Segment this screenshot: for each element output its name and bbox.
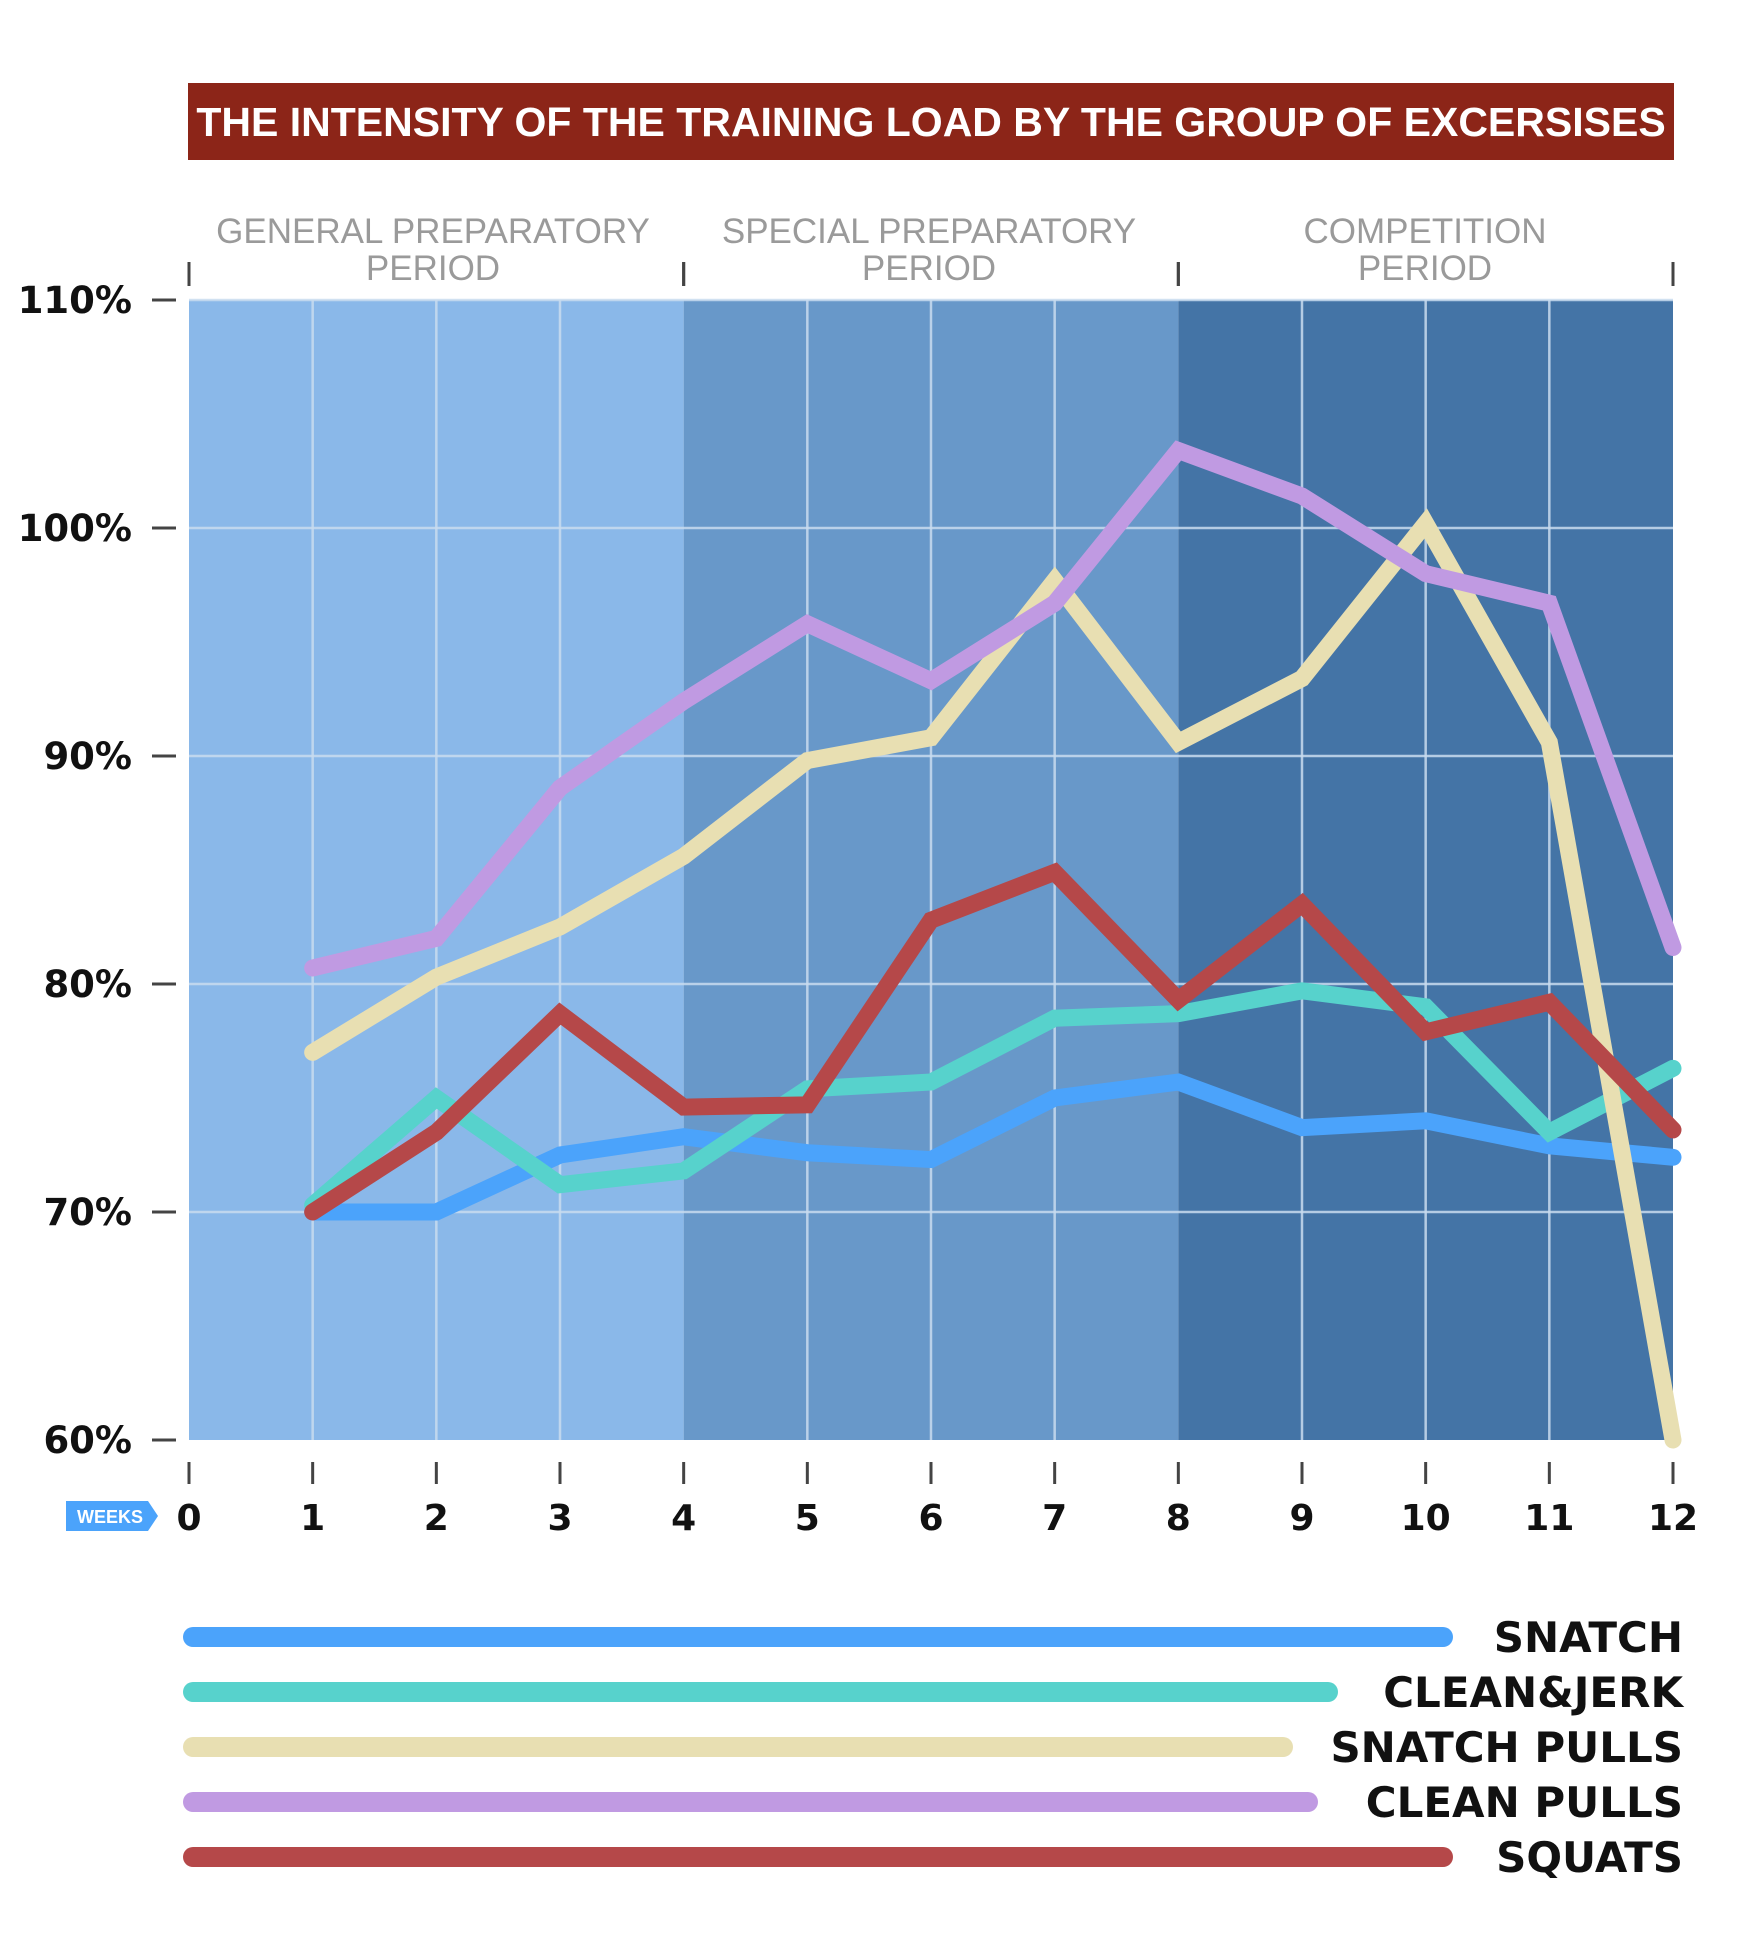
weeks-label: WEEKS	[77, 1507, 143, 1527]
weeks-badge-arrow	[66, 1501, 158, 1531]
xtick-label-6: 6	[918, 1498, 943, 1539]
legend-label-0: SNATCH	[1494, 1613, 1683, 1662]
axis-ticks: 60%70%80%90%100%110%0 1 2 3 4 5 6 7 8 9 10 11 12	[18, 262, 1698, 1539]
title-banner	[188, 83, 1674, 160]
period-0-line2: PERIOD	[366, 249, 500, 288]
xtick-label-10: 10	[1401, 1498, 1451, 1539]
ytick-label-90: 90%	[43, 735, 132, 778]
xtick-label-12: 12	[1648, 1498, 1698, 1539]
xtick-label-0: 0	[176, 1498, 201, 1539]
xtick-label-4: 4	[671, 1498, 696, 1539]
series-line-clean-pulls	[304, 440, 1682, 977]
ytick-label-100: 100%	[18, 507, 132, 550]
ytick-label-110: 110%	[18, 279, 132, 322]
series-lines	[304, 440, 1682, 1449]
xtick-label-3: 3	[547, 1498, 572, 1539]
series-line-squats	[304, 862, 1682, 1221]
period-headers: GENERAL PREPARATORY PERIOD SPECIAL PREPA…	[216, 212, 1546, 288]
weeks-badge: WEEKS	[66, 1501, 158, 1531]
legend-label-3: CLEAN PULLS	[1366, 1778, 1683, 1827]
ytick-label-60: 60%	[43, 1419, 132, 1462]
legend-label-4: SQUATS	[1496, 1833, 1683, 1882]
xtick-label-7: 7	[1042, 1498, 1067, 1539]
period-0-line1: GENERAL PREPARATORY	[216, 212, 650, 251]
period-1-line1: SPECIAL PREPARATORY	[722, 212, 1136, 251]
series-line-snatch-pulls	[304, 508, 1682, 1449]
xtick-label-2: 2	[424, 1498, 449, 1539]
period-2-line2: PERIOD	[1358, 249, 1492, 288]
xtick-label-11: 11	[1524, 1498, 1574, 1539]
xtick-label-1: 1	[300, 1498, 325, 1539]
xtick-label-8: 8	[1166, 1498, 1191, 1539]
period-2-line1: COMPETITION	[1303, 212, 1546, 251]
legend-label-1: CLEAN&JERK	[1383, 1668, 1684, 1717]
legend-label-2: SNATCH PULLS	[1330, 1723, 1683, 1772]
chart-title: THE INTENSITY OF THE TRAINING LOAD BY TH…	[188, 83, 1674, 160]
legend: SNATCH CLEAN&JERK SNATCH PULLS CLEAN PULLS S…	[183, 1613, 1684, 1882]
period-1-line2: PERIOD	[862, 249, 996, 288]
ytick-label-80: 80%	[43, 963, 132, 1006]
xtick-label-5: 5	[795, 1498, 820, 1539]
title-text: THE INTENSITY OF THE TRAINING LOAD BY TH…	[196, 99, 1665, 145]
xtick-label-9: 9	[1289, 1498, 1314, 1539]
ytick-label-70: 70%	[43, 1191, 132, 1234]
